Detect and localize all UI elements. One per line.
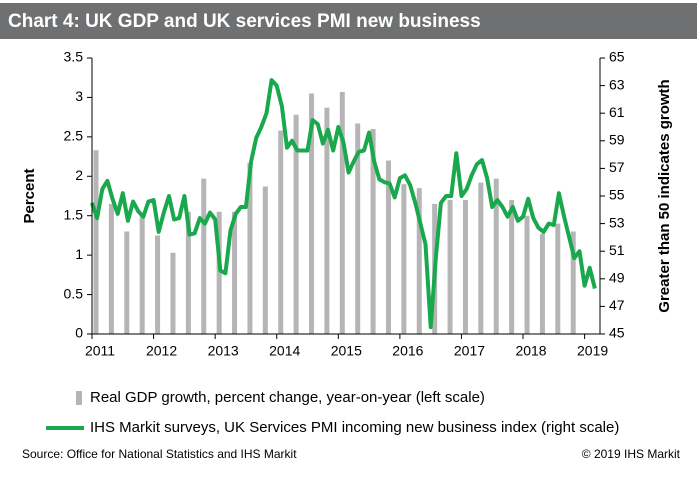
y2-tick-label: 47 bbox=[609, 297, 625, 313]
bar bbox=[247, 162, 253, 334]
bar bbox=[370, 128, 376, 334]
bar bbox=[339, 91, 345, 334]
bar bbox=[108, 203, 114, 334]
bar bbox=[124, 231, 130, 334]
bar bbox=[478, 182, 484, 334]
bar bbox=[447, 199, 453, 334]
bar bbox=[309, 93, 315, 334]
x-tick-label: 2012 bbox=[146, 343, 177, 359]
y2-tick-label: 53 bbox=[609, 214, 625, 230]
bar bbox=[139, 215, 145, 334]
bar bbox=[185, 211, 191, 334]
title-band bbox=[0, 3, 697, 39]
source-note: Source: Office for National Statistics a… bbox=[22, 447, 297, 461]
bar bbox=[509, 199, 515, 334]
bar bbox=[570, 231, 576, 334]
legend-label: IHS Markit surveys, UK Services PMI inco… bbox=[90, 419, 619, 436]
y-tick-label: 0 bbox=[75, 325, 83, 341]
y-tick-label: 3 bbox=[75, 88, 83, 104]
bar bbox=[155, 235, 161, 334]
x-tick-label: 2015 bbox=[331, 343, 362, 359]
bar bbox=[416, 188, 422, 334]
bar bbox=[170, 252, 176, 334]
bar bbox=[524, 215, 530, 334]
bar bbox=[262, 186, 268, 334]
x-tick-label: 2014 bbox=[269, 343, 300, 359]
y-axis-label: Percent bbox=[21, 168, 38, 223]
bar bbox=[93, 150, 99, 334]
bar bbox=[462, 199, 468, 334]
bar bbox=[324, 107, 330, 335]
bar bbox=[493, 178, 499, 334]
y-tick-label: 2 bbox=[75, 167, 83, 183]
y-tick-label: 0.5 bbox=[64, 285, 84, 301]
bar bbox=[401, 184, 407, 334]
bar bbox=[278, 130, 284, 334]
bar bbox=[293, 114, 299, 334]
y2-tick-label: 45 bbox=[609, 325, 625, 341]
y2-tick-label: 51 bbox=[609, 242, 625, 258]
y2-tick-label: 59 bbox=[609, 132, 625, 148]
line bbox=[90, 78, 597, 330]
bar bbox=[232, 211, 238, 334]
y2-tick-label: 61 bbox=[609, 104, 625, 120]
y-tick-label: 3.5 bbox=[64, 49, 84, 65]
legend-label: Real GDP growth, percent change, year-on… bbox=[90, 389, 485, 406]
y-tick-label: 2.5 bbox=[64, 128, 84, 144]
legend-swatch bbox=[76, 391, 82, 405]
chart-title: Chart 4: UK GDP and UK services PMI new … bbox=[8, 11, 481, 32]
x-tick-label: 2016 bbox=[392, 343, 423, 359]
x-tick-label: 2011 bbox=[85, 343, 115, 359]
bar bbox=[201, 178, 207, 334]
copyright: © 2019 IHS Markit bbox=[582, 447, 681, 461]
x-tick-label: 2017 bbox=[454, 343, 485, 359]
bar bbox=[555, 223, 561, 334]
x-tick-label: 2013 bbox=[208, 343, 239, 359]
y2-axis-label: Greater than 50 indicates growth bbox=[656, 79, 673, 312]
y2-tick-label: 63 bbox=[609, 76, 625, 92]
bar bbox=[216, 211, 222, 334]
x-tick-label: 2019 bbox=[577, 343, 608, 359]
bar bbox=[355, 123, 361, 334]
y2-tick-label: 49 bbox=[609, 270, 625, 286]
y2-tick-label: 55 bbox=[609, 187, 625, 203]
y-tick-label: 1 bbox=[75, 246, 83, 262]
y2-tick-label: 65 bbox=[609, 49, 625, 65]
bar bbox=[539, 233, 545, 334]
y2-tick-label: 57 bbox=[609, 159, 625, 175]
y-tick-label: 1.5 bbox=[64, 206, 84, 222]
x-tick-label: 2018 bbox=[515, 343, 546, 359]
bar bbox=[385, 160, 391, 334]
